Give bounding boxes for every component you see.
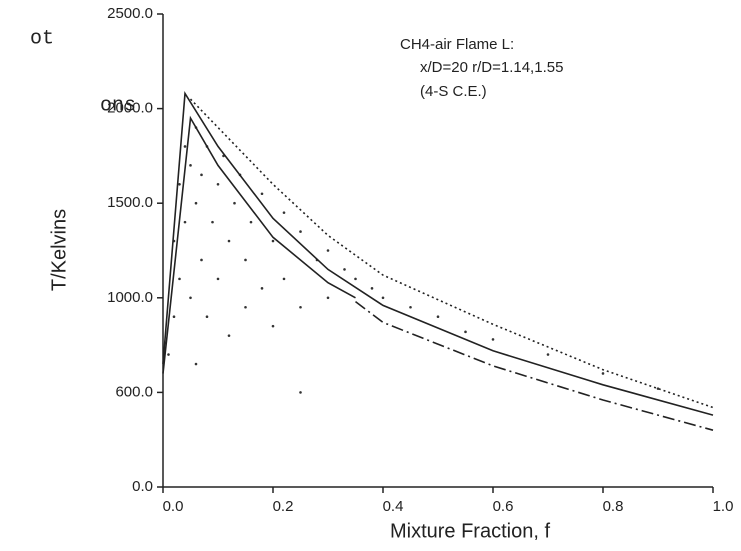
scatter-point (282, 277, 286, 281)
scatter-point (189, 296, 192, 300)
x-tick-label: 0.4 (383, 498, 404, 515)
scatter-point (299, 391, 302, 394)
scatter-point (178, 277, 181, 281)
curve (189, 98, 714, 409)
scatter-point (227, 334, 231, 337)
scatter-point (282, 211, 286, 214)
scatter-point (172, 315, 176, 319)
scatter-point (200, 258, 203, 262)
fragment: ons (100, 94, 136, 117)
scatter-point (178, 182, 181, 186)
y-tick-label: 600.0 (115, 383, 153, 400)
scatter-point (183, 220, 187, 224)
scatter-point (491, 338, 495, 341)
y-axis-label: T/Kelvins (48, 209, 70, 291)
scatter-point (326, 249, 330, 252)
scatter-point (299, 230, 302, 233)
curve (355, 300, 714, 431)
y-tick-label: 0.0 (132, 478, 153, 495)
scatter-point (546, 353, 550, 356)
scatter-point (409, 305, 412, 309)
scatter-point (326, 296, 330, 300)
scatter-point (216, 182, 220, 186)
x-tick-label: 0.6 (493, 498, 514, 515)
scatter-point (343, 268, 346, 271)
scatter-point (211, 220, 214, 224)
fragment: ot (30, 27, 54, 50)
y-tick-label: 2000.0 (107, 100, 153, 117)
curve (162, 115, 356, 374)
scatter-point (299, 305, 302, 309)
annotation: x/D=20 r/D=1.14,1.55 (420, 59, 563, 76)
scatter-point (244, 258, 247, 262)
scatter-point (205, 315, 209, 319)
annotation: CH4-air Flame L: (400, 36, 514, 53)
scatter-point (233, 201, 236, 205)
x-axis-label: Mixture Fraction, f (390, 520, 550, 542)
scatter-point (354, 277, 357, 281)
y-tick-label: 2500.0 (107, 5, 153, 22)
scatter-point (656, 387, 660, 390)
y-tick-label: 1000.0 (107, 289, 153, 306)
scatter-point (370, 287, 374, 290)
scatter-point (183, 145, 187, 148)
x-tick-label: 0.0 (163, 498, 184, 515)
scatter-point (271, 239, 275, 243)
scatter-point (167, 353, 170, 356)
scatter-point (244, 305, 247, 309)
scatter-point (227, 239, 231, 243)
scatter-point (464, 330, 467, 334)
scatter-point (249, 220, 253, 224)
scatter-point (200, 173, 203, 177)
scatter-point (436, 315, 440, 319)
scatter-point (260, 192, 264, 196)
annotation: (4-S C.E.) (420, 83, 487, 100)
x-tick-label: 0.2 (273, 498, 294, 515)
x-tick-label: 1.0 (713, 498, 734, 515)
scatter-point (189, 164, 192, 167)
scatter-point (194, 362, 198, 366)
scatter-point (381, 296, 385, 300)
x-tick-label: 0.8 (603, 498, 624, 515)
scatter-point (216, 277, 220, 281)
scatter-point (601, 372, 605, 375)
scatter-point (194, 201, 198, 205)
scatter-point (271, 324, 275, 328)
scatter-point (260, 287, 264, 290)
curve (162, 91, 714, 416)
y-tick-label: 1500.0 (107, 194, 153, 211)
